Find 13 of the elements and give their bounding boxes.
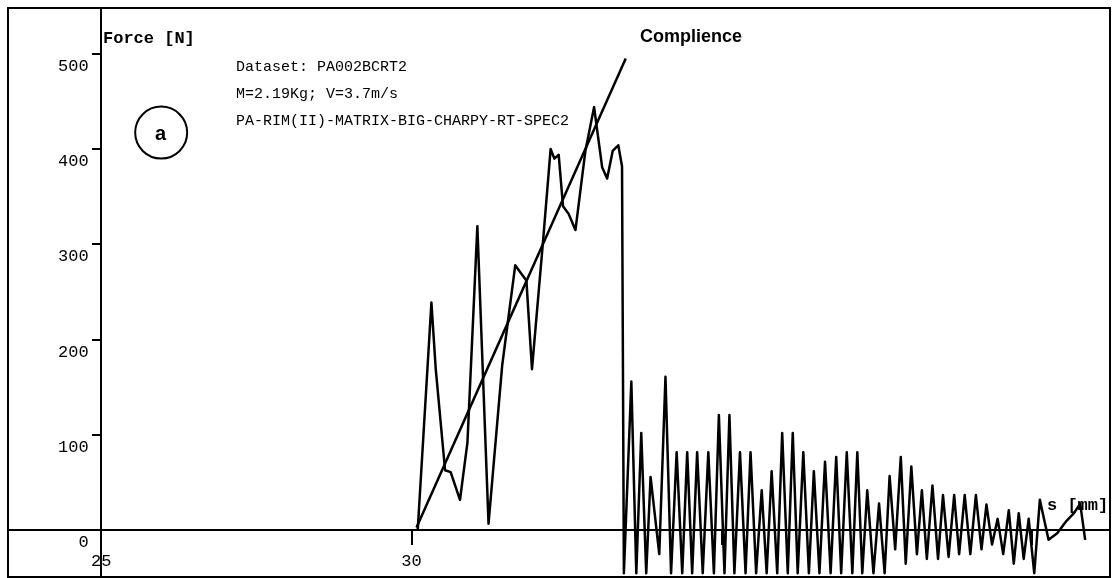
y-tick-label: 0 [78,533,89,553]
annotation: a [155,122,167,144]
y-tick-label: 200 [58,342,89,362]
annotation: PA-RIM(II)-MATRIX-BIG-CHARPY-RT-SPEC2 [236,113,570,130]
y-tick-label: 100 [58,437,89,457]
y-tick-label: 400 [58,152,89,172]
annotation: Complience [640,26,743,46]
y-tick-label: 300 [58,247,89,267]
x-tick-label: 30 [401,551,422,571]
y-tick-label: 500 [58,56,89,76]
annotation: Dataset: PA002BCRT2 [236,59,408,76]
annotation: M=2.19Kg; V=3.7m/s [236,86,399,103]
y-axis-title: Force [N] [103,29,195,48]
